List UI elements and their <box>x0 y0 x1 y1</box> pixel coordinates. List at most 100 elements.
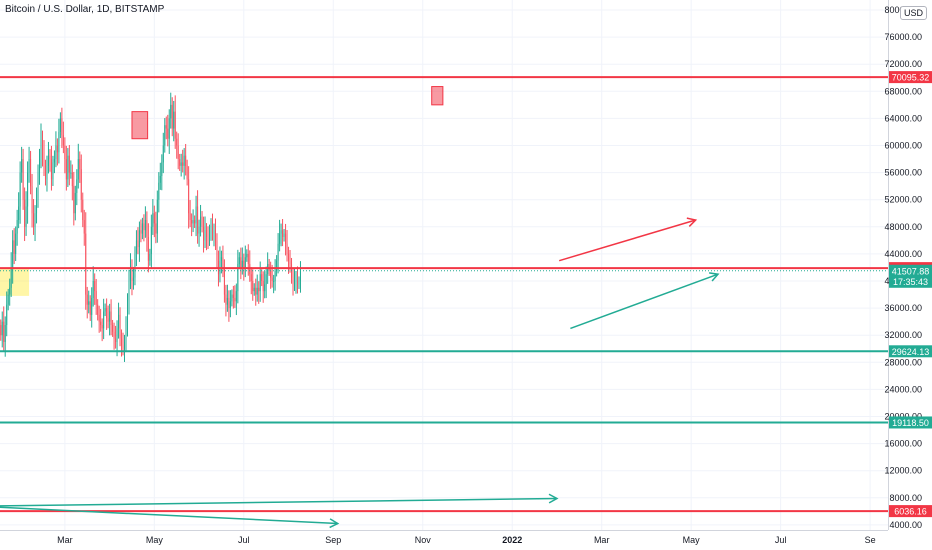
candle-body <box>46 165 48 180</box>
candle-body <box>299 270 301 281</box>
y-tick-label: 60000.00 <box>884 141 922 151</box>
candle-body <box>182 162 184 166</box>
candle-body <box>36 199 38 214</box>
x-tick-label: Jul <box>238 535 250 545</box>
candle-body <box>180 162 182 166</box>
candle-body <box>33 213 35 227</box>
candle-body <box>229 301 231 309</box>
candle-body <box>198 226 200 234</box>
y-tick-label: 44000.00 <box>884 249 922 259</box>
candle-body <box>274 270 276 281</box>
candle-body <box>138 230 140 248</box>
candle-body <box>164 125 166 146</box>
candle-body <box>62 135 64 146</box>
candle-body <box>9 287 11 295</box>
candle-body <box>53 159 55 163</box>
candle-body <box>191 220 193 224</box>
candle-body <box>173 111 175 129</box>
candle-body <box>204 230 206 241</box>
candle-body <box>162 145 164 163</box>
y-tick-label: 24000.00 <box>884 384 922 394</box>
candle-body <box>282 230 284 237</box>
level-price-tag: 6036.16 <box>894 507 927 517</box>
candle-body <box>159 175 161 183</box>
candle-body <box>283 233 285 237</box>
candle-body <box>267 264 269 275</box>
y-tick-label: 32000.00 <box>884 330 922 340</box>
level-price-tag: 29624.13 <box>892 347 930 357</box>
y-tick-label: 36000.00 <box>884 303 922 313</box>
candle-body <box>273 281 275 282</box>
candle-body <box>132 277 134 281</box>
candle-body <box>41 138 43 153</box>
candle-body <box>144 220 146 231</box>
candle-body <box>88 301 90 305</box>
candle-body <box>140 230 142 234</box>
candle-body <box>185 155 187 166</box>
candle-body <box>110 311 112 326</box>
currency-button[interactable]: USD <box>900 6 928 20</box>
y-tick-label: 28000.00 <box>884 357 922 367</box>
candle-body <box>1 321 3 336</box>
candle-body <box>237 264 239 292</box>
candle-body <box>126 301 128 329</box>
candle-body <box>232 294 234 298</box>
last-price-tag-bg <box>889 264 932 288</box>
highlight-box <box>431 86 444 106</box>
candle-body <box>240 257 242 268</box>
trendline-arrowhead <box>708 272 720 282</box>
candle-body <box>47 155 49 166</box>
candle-body <box>7 294 9 305</box>
candle-body <box>296 277 298 285</box>
candle-body <box>113 331 115 339</box>
candle-body <box>213 230 215 234</box>
candle-body <box>298 281 300 285</box>
y-tick-label: 12000.00 <box>884 466 922 476</box>
candle-body <box>137 240 139 248</box>
countdown-tag: 17:35:43 <box>893 277 928 287</box>
candle-body <box>141 223 143 234</box>
candle-body <box>58 131 60 153</box>
candle-body <box>49 155 51 160</box>
candle-body <box>98 314 100 322</box>
candle-body <box>226 297 228 305</box>
candle-body <box>158 182 160 200</box>
candle-body <box>250 274 252 281</box>
candle-body <box>179 159 181 166</box>
candle-body <box>34 213 36 227</box>
candle-body <box>4 325 6 342</box>
candle-body <box>286 243 288 254</box>
trendline <box>558 219 696 262</box>
candle-body <box>161 162 163 176</box>
candle-body <box>203 226 205 241</box>
x-tick-label: Mar <box>594 535 610 545</box>
level-price-tag: 19118.50 <box>892 418 929 428</box>
candle-body <box>61 118 63 136</box>
candle-body <box>238 257 240 265</box>
candle-body <box>165 125 167 129</box>
candle-body <box>183 155 185 166</box>
candle-body <box>40 138 42 160</box>
candle-body <box>265 274 267 285</box>
candle-body <box>116 328 118 342</box>
candle-body <box>74 192 76 214</box>
candle-body <box>244 257 246 268</box>
candle-body <box>146 220 148 237</box>
x-tick-label: Jul <box>775 535 787 545</box>
y-tick-label: 64000.00 <box>884 113 922 123</box>
candle-body <box>13 240 15 254</box>
candle-body <box>225 294 227 305</box>
candle-body <box>94 281 96 292</box>
candle-body <box>31 186 33 214</box>
candle-body <box>124 341 126 349</box>
candle-body <box>249 264 251 275</box>
time-axis[interactable]: Mar May Jul Sep Nov 2022 Mar May Jul Se <box>57 535 875 545</box>
candle-body <box>122 345 124 349</box>
x-tick-label: Sep <box>325 535 341 545</box>
x-tick-label: Mar <box>57 535 73 545</box>
highlight-boxes <box>0 86 444 296</box>
candle-body <box>246 253 248 258</box>
candle-body <box>24 199 26 227</box>
candle-body <box>39 159 41 173</box>
